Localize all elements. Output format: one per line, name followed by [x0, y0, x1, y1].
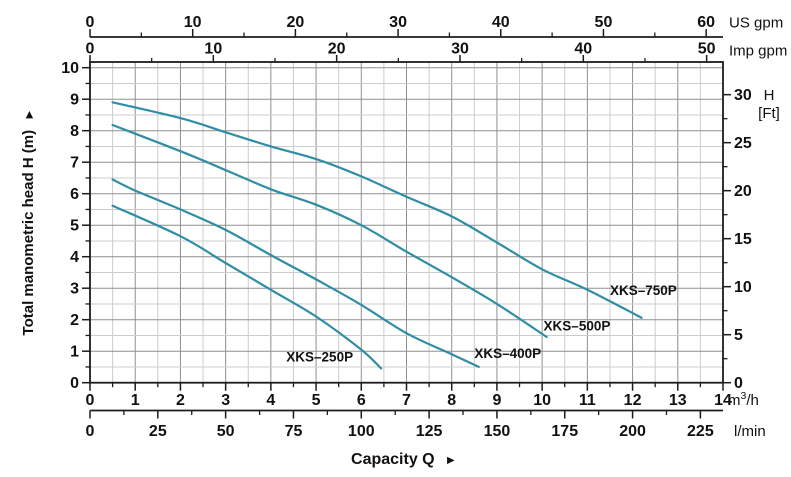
head-m-tick-label: 8 — [70, 123, 79, 140]
head-ft-tick-label: 30 — [734, 87, 752, 104]
lmin-tick-label: 175 — [551, 423, 578, 440]
head-m-tick-label: 5 — [70, 218, 79, 235]
lmin-tick-label: 125 — [416, 423, 443, 440]
us-gpm-tick-label: 10 — [184, 14, 202, 31]
lmin-unit-label: l/min — [734, 423, 766, 440]
head-m-tick-label: 7 — [70, 155, 79, 172]
head-m-tick-label: 3 — [70, 281, 79, 298]
us-gpm-unit-label: US gpm — [729, 15, 783, 32]
m3h-tick-label: 5 — [312, 392, 321, 409]
m3h-tick-label: 1 — [131, 392, 140, 409]
head-m-tick-label: 9 — [70, 92, 79, 109]
m3h-tick-label: 12 — [624, 392, 642, 409]
lmin-tick-label: 25 — [149, 423, 167, 440]
m3h-tick-label: 3 — [221, 392, 230, 409]
head-m-tick-label: 4 — [70, 249, 79, 266]
lmin-tick-label: 100 — [348, 423, 375, 440]
lmin-tick-label: 200 — [619, 423, 646, 440]
curve-xks-500p — [111, 123, 548, 339]
head-m-tick-label: 1 — [70, 344, 79, 361]
curve-xks-250p — [111, 204, 383, 370]
head-m-tick-label: 10 — [61, 60, 79, 77]
us-gpm-tick-label: 30 — [389, 14, 407, 31]
lmin-tick-label: 75 — [285, 423, 303, 440]
imp-gpm-tick-label: 20 — [328, 41, 346, 58]
m3h-tick-label: 10 — [533, 392, 551, 409]
m3h-unit-label: m3/h — [728, 390, 759, 409]
us-gpm-tick-label: 0 — [86, 14, 95, 31]
x-axis-title: Capacity Q ► — [351, 451, 457, 468]
m3h-tick-label: 4 — [266, 392, 275, 409]
curve-xks-750p — [111, 101, 643, 319]
head-ft-unit-label-ft: [Ft] — [758, 105, 780, 122]
head-m-tick-label: 0 — [70, 375, 79, 392]
head-ft-tick-label: 20 — [734, 183, 752, 200]
imp-gpm-tick-label: 50 — [698, 41, 716, 58]
curve-label-xks-400p: XKS–400P — [474, 346, 541, 361]
m3h-tick-label: 2 — [176, 392, 185, 409]
imp-gpm-tick-label: 0 — [86, 41, 95, 58]
curve-label-xks-750p: XKS–750P — [610, 283, 677, 298]
curve-label-xks-500p: XKS–500P — [544, 319, 611, 334]
y-axis-title: Total manometric head H (m)► — [20, 109, 37, 336]
curve-label-xks-250p: XKS–250P — [286, 349, 353, 364]
m3h-tick-label: 0 — [86, 392, 95, 409]
lmin-tick-label: 150 — [484, 423, 511, 440]
us-gpm-tick-label: 40 — [492, 14, 510, 31]
head-ft-tick-label: 10 — [734, 279, 752, 296]
m3h-tick-label: 8 — [447, 392, 456, 409]
lmin-tick-label: 225 — [687, 423, 714, 440]
us-gpm-tick-label: 20 — [286, 14, 304, 31]
imp-gpm-tick-label: 40 — [574, 41, 592, 58]
us-gpm-tick-label: 50 — [595, 14, 613, 31]
m3h-tick-label: 14 — [714, 392, 732, 409]
m3h-tick-label: 6 — [357, 392, 366, 409]
head-ft-tick-label: 25 — [734, 135, 752, 152]
imp-gpm-unit-label: Imp gpm — [729, 43, 787, 60]
us-gpm-tick-label: 60 — [697, 14, 715, 31]
head-m-tick-label: 2 — [70, 312, 79, 329]
head-ft-tick-label: 0 — [734, 375, 743, 392]
m3h-tick-label: 9 — [492, 392, 501, 409]
curve-xks-400p — [111, 178, 480, 368]
lmin-tick-label: 50 — [217, 423, 235, 440]
head-m-tick-label: 6 — [70, 186, 79, 203]
m3h-tick-label: 13 — [669, 392, 687, 409]
lmin-tick-label: 0 — [86, 423, 95, 440]
head-ft-unit-label-h: H — [764, 87, 775, 104]
m3h-tick-label: 11 — [579, 392, 596, 409]
head-ft-tick-label: 15 — [734, 231, 752, 248]
imp-gpm-tick-label: 30 — [451, 41, 469, 58]
imp-gpm-tick-label: 10 — [204, 41, 222, 58]
m3h-tick-label: 7 — [402, 392, 411, 409]
head-ft-tick-label: 5 — [734, 327, 743, 344]
